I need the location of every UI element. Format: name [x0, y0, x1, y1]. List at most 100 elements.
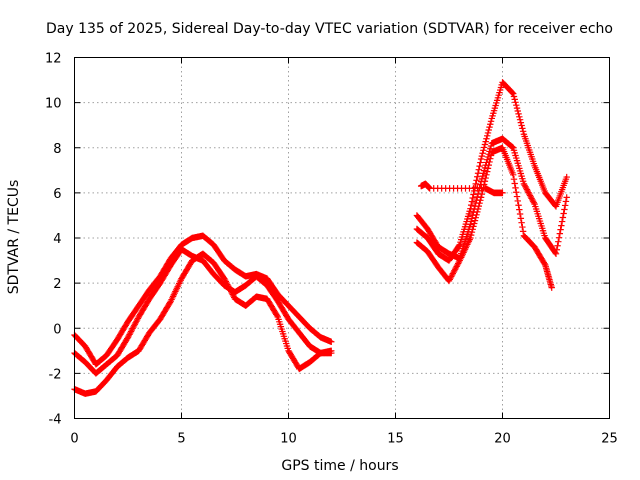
- data-point: [124, 334, 132, 341]
- y-tick-label: -4: [49, 413, 62, 428]
- data-point: [477, 194, 485, 201]
- data-point: [469, 194, 476, 202]
- data-point: [510, 175, 518, 183]
- data-point: [508, 143, 515, 150]
- data-point: [478, 190, 486, 198]
- data-point: [529, 198, 537, 205]
- data-point: [471, 220, 478, 227]
- data-point: [521, 182, 528, 189]
- data-point: [553, 246, 560, 253]
- data-point: [528, 195, 535, 202]
- data-point: [552, 250, 560, 257]
- x-axis-title: GPS time / hours: [281, 458, 398, 474]
- data-point: [518, 219, 525, 226]
- data-point: [454, 261, 461, 269]
- data-point: [487, 145, 494, 152]
- data-point: [445, 277, 453, 285]
- data-point: [548, 284, 555, 291]
- data-point: [510, 171, 517, 179]
- x-tick-label: 10: [280, 432, 297, 447]
- series-track-c: [71, 250, 335, 397]
- data-point: [522, 183, 529, 190]
- data-point: [328, 347, 335, 355]
- data-point: [125, 332, 132, 340]
- data-point: [514, 107, 521, 115]
- data-point: [516, 210, 524, 218]
- data-point: [524, 187, 531, 195]
- data-point: [130, 322, 138, 329]
- data-point: [509, 143, 516, 151]
- series-track-a: [71, 232, 335, 368]
- data-point: [134, 315, 142, 322]
- data-point: [485, 126, 492, 134]
- data-point: [477, 159, 484, 166]
- data-point: [522, 185, 530, 192]
- data-point: [519, 223, 526, 231]
- y-tick-label: 0: [53, 322, 61, 337]
- data-point: [133, 318, 140, 325]
- data-point: [517, 215, 525, 222]
- data-point: [469, 226, 476, 233]
- data-point: [512, 184, 519, 192]
- y-tick-label: -2: [49, 367, 62, 382]
- data-point: [511, 180, 518, 187]
- series-track-g: [417, 180, 506, 197]
- data-point: [481, 141, 489, 148]
- data-point: [473, 177, 480, 184]
- data-point: [561, 202, 569, 209]
- data-point: [328, 338, 335, 345]
- data-point: [556, 230, 564, 237]
- data-point: [228, 289, 236, 297]
- data-point: [480, 170, 487, 177]
- data-point: [126, 331, 133, 338]
- data-point: [557, 226, 564, 233]
- series-track-d: [413, 79, 570, 264]
- data-point: [227, 287, 234, 294]
- data-point: [473, 211, 480, 218]
- data-point: [529, 196, 536, 204]
- x-tick-label: 0: [70, 432, 78, 447]
- data-point: [225, 284, 233, 291]
- data-point: [484, 168, 491, 175]
- data-point: [475, 202, 483, 210]
- y-tick-label: 12: [45, 52, 62, 67]
- data-point: [516, 113, 523, 121]
- x-tick-label: 20: [494, 432, 511, 447]
- data-point: [470, 191, 477, 198]
- data-point: [448, 273, 455, 280]
- data-point: [450, 268, 457, 276]
- data-point: [526, 192, 534, 199]
- data-point: [515, 202, 522, 209]
- data-point: [558, 222, 565, 229]
- data-point: [480, 144, 488, 151]
- data-point: [560, 210, 567, 217]
- data-point: [229, 291, 236, 298]
- data-point: [516, 116, 524, 123]
- data-point: [124, 335, 131, 342]
- data-point: [479, 150, 486, 157]
- y-tick-label: 6: [53, 187, 61, 202]
- data-point: [480, 147, 487, 154]
- data-point: [476, 162, 483, 170]
- data-point: [475, 166, 483, 173]
- x-tick-label: 25: [601, 432, 618, 447]
- data-point: [559, 214, 567, 221]
- data-point: [487, 142, 495, 150]
- data-point: [474, 208, 481, 216]
- chart-title: Day 135 of 2025, Sidereal Day-to-day VTE…: [46, 21, 613, 37]
- data-point: [468, 198, 476, 205]
- series-track-f: [413, 144, 555, 291]
- data-point: [482, 138, 489, 145]
- data-point: [482, 174, 489, 182]
- data-point: [527, 193, 534, 201]
- data-point: [558, 218, 566, 225]
- data-point: [474, 170, 482, 177]
- y-tick-label: 2: [53, 277, 61, 292]
- data-point: [449, 270, 457, 277]
- points-layer: [71, 79, 570, 397]
- data-point: [510, 93, 518, 100]
- data-point: [487, 118, 495, 125]
- y-tick-label: 4: [53, 232, 61, 247]
- data-point: [509, 89, 516, 96]
- data-point: [130, 323, 137, 331]
